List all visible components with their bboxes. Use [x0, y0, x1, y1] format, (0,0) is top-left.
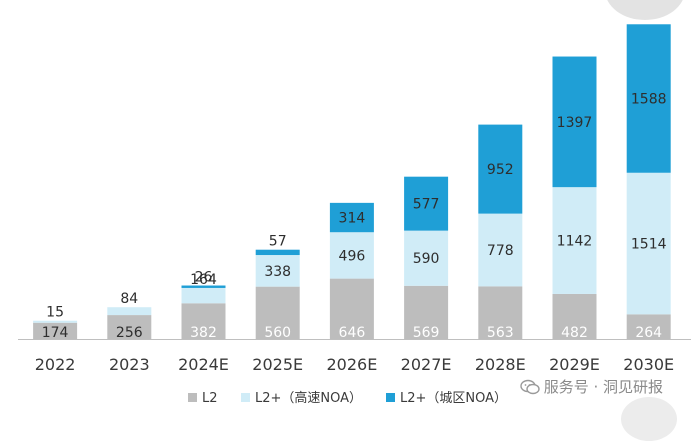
data-label-0-2027e: 569 [413, 325, 440, 341]
bar-l2-2024e [181, 303, 226, 339]
data-label-1-2024e: 164 [190, 272, 217, 288]
legend-swatch-0 [188, 393, 197, 402]
bar-l2noa-2030e [626, 24, 671, 173]
data-label-2-2030e: 1588 [631, 92, 667, 108]
data-label-0-2023: 256 [116, 325, 143, 341]
watermark-text: 服务号 · 洞见研报 [543, 378, 663, 396]
wechat-icon [519, 379, 540, 394]
bar-l2noa-2022 [33, 320, 78, 323]
x-tick-label-2023: 2023 [109, 355, 150, 374]
data-label-2-2024e: 26 [195, 270, 213, 286]
data-label-1-2026e: 496 [339, 248, 366, 264]
corner-decoration-top [605, 0, 685, 20]
data-label-1-2027e: 590 [413, 251, 440, 267]
bar-l2noa-2026e [329, 202, 374, 233]
data-label-0-2026e: 646 [339, 325, 366, 341]
data-label-0-2024e: 382 [190, 325, 217, 341]
bar-l2noa-2029e [552, 187, 597, 294]
data-label-0-2022: 174 [42, 325, 69, 341]
bar-l2-2030e [626, 314, 671, 339]
x-tick-label-2022: 2022 [35, 355, 76, 374]
bar-l2-2027e [404, 285, 449, 339]
data-label-1-2029e: 1142 [557, 234, 593, 250]
x-tick-label-2029e: 2029E [549, 355, 600, 374]
x-tick-label-2025e: 2025E [252, 355, 303, 374]
data-label-0-2025e: 560 [264, 325, 291, 341]
data-label-1-2025e: 338 [264, 264, 291, 280]
data-label-0-2030e: 264 [635, 325, 662, 341]
bar-l2noa-2024e [181, 285, 226, 288]
bar-l2-2025e [255, 286, 300, 339]
bar-l2noa-2030e [626, 172, 671, 315]
x-tick-label-2027e: 2027E [401, 355, 452, 374]
bar-l2noa-2025e [255, 255, 300, 287]
x-tick-label-2030e: 2030E [623, 355, 674, 374]
data-label-2-2028e: 952 [487, 162, 514, 178]
x-tick-label-2024e: 2024E [178, 355, 229, 374]
bar-l2-2022 [33, 322, 78, 339]
bar-l2-2028e [478, 286, 523, 339]
data-label-1-2030e: 1514 [631, 237, 667, 253]
bar-l2noa-2029e [552, 56, 597, 188]
data-label-2-2029e: 1397 [557, 115, 593, 131]
corner-decoration-bottom [621, 397, 677, 441]
data-label-0-2028e: 563 [487, 325, 514, 341]
bar-l2noa-2023 [107, 307, 152, 316]
data-label-1-2022: 15 [46, 305, 64, 321]
bar-l2noa-2024e [181, 287, 226, 304]
legend-label-0: L2 [202, 391, 218, 406]
x-tick-label-2028e: 2028E [475, 355, 526, 374]
legend-swatch-2 [386, 393, 395, 402]
watermark: 服务号 · 洞见研报 [519, 376, 663, 397]
x-tick-label-2026e: 2026E [326, 355, 377, 374]
bar-l2-2029e [552, 293, 597, 339]
data-label-2-2027e: 577 [413, 197, 440, 213]
bar-l2noa-2027e [404, 176, 449, 231]
bar-l2noa-2025e [255, 249, 300, 256]
bar-l2noa-2028e [478, 124, 523, 214]
data-label-2-2026e: 314 [339, 211, 366, 227]
bar-l2-2026e [329, 278, 374, 339]
legend-swatch-1 [241, 393, 250, 402]
data-label-1-2023: 84 [120, 291, 138, 307]
bar-l2noa-2028e [478, 213, 523, 287]
data-label-0-2029e: 482 [561, 325, 588, 341]
bar-l2-2023 [107, 315, 152, 339]
data-label-2-2025e: 57 [269, 234, 287, 250]
bar-l2noa-2026e [329, 232, 374, 279]
data-label-1-2028e: 778 [487, 243, 514, 259]
bar-l2noa-2027e [404, 230, 449, 286]
legend-label-1: L2+（高速NOA） [255, 390, 362, 406]
legend-label-2: L2+（城区NOA） [400, 391, 507, 406]
